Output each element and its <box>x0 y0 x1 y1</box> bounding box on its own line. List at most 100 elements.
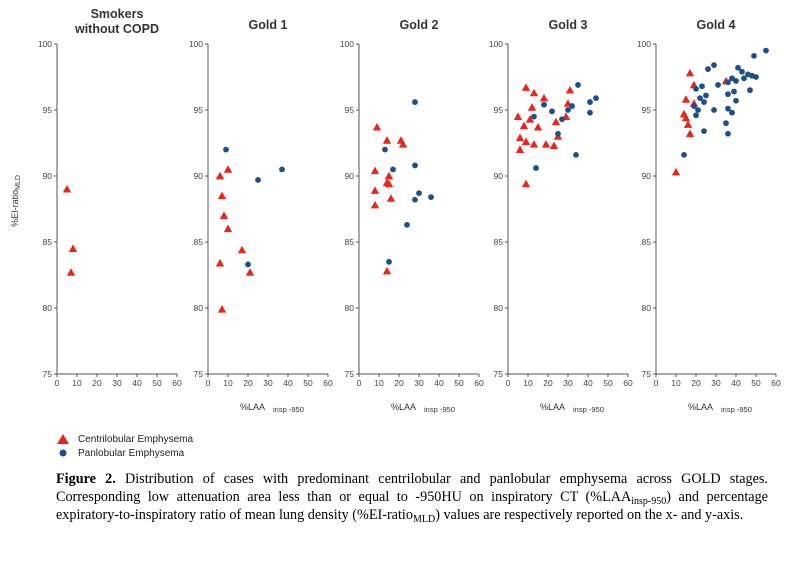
legend-label: Panlobular Emphysema <box>78 447 185 459</box>
x-axis-label-sub: insp -950 <box>573 405 604 414</box>
caption-subscript: MLD <box>412 514 436 525</box>
panlobular-point <box>416 190 422 197</box>
x-tick-label: 10 <box>374 378 384 388</box>
centrilobular-point <box>386 194 396 202</box>
x-tick-label: 10 <box>523 378 533 388</box>
centrilobular-point <box>539 93 549 102</box>
centrilobular-point <box>217 305 227 313</box>
y-axis-label-main: %EI-ratio <box>10 190 20 227</box>
panlobular-point <box>715 82 721 88</box>
panlobular-point <box>701 128 707 135</box>
panlobular-point <box>711 107 717 113</box>
centrilobular-point <box>215 171 225 180</box>
panlobular-point <box>739 68 745 75</box>
y-tick-label: 95 <box>494 105 504 115</box>
y-tick-label: 100 <box>489 39 503 49</box>
panlobular-point <box>699 83 705 90</box>
centrilobular-point <box>370 200 380 209</box>
x-tick-label: 0 <box>506 378 511 388</box>
centrilobular-point <box>681 113 691 122</box>
centrilobular-point <box>382 136 392 144</box>
centrilobular-point <box>525 115 535 123</box>
centrilobular-point <box>541 140 551 148</box>
panlobular-point <box>386 258 392 265</box>
panel-title-line: Gold 4 <box>697 18 736 32</box>
y-tick-label: 80 <box>642 303 652 313</box>
centrilobular-point <box>515 133 525 142</box>
x-tick-label: 40 <box>583 378 593 388</box>
x-tick-label: 40 <box>283 378 293 388</box>
legend-item-panlobular: Panlobular Emphysema <box>56 446 193 460</box>
centrilobular-point <box>521 137 531 146</box>
centrilobular-point <box>370 166 380 175</box>
centrilobular-point <box>384 179 394 188</box>
panlobular-point <box>559 116 565 123</box>
panlobular-point <box>731 88 737 95</box>
centrilobular-point <box>223 224 233 233</box>
panlobular-point <box>575 82 581 88</box>
legend-label: Centrilobular Emphysema <box>78 433 194 445</box>
x-tick-label: 50 <box>303 378 313 388</box>
x-tick-label: 10 <box>223 378 233 388</box>
x-tick-label: 50 <box>751 378 761 388</box>
panel-title-line: without COPD <box>74 22 159 36</box>
panlobular-point <box>695 107 701 113</box>
panlobular-point <box>565 107 571 113</box>
centrilobular-point <box>685 68 695 77</box>
y-tick-label: 95 <box>642 105 652 115</box>
centrilobular-point <box>521 179 531 188</box>
centrilobular-point <box>372 122 382 131</box>
x-tick-label: 0 <box>357 378 362 388</box>
x-axis-label-sub: insp -950 <box>424 405 455 414</box>
centrilobular-point <box>370 186 380 194</box>
caption-text: ) values are respectively reported on th… <box>435 507 744 523</box>
panlobular-point <box>382 146 388 153</box>
panlobular-point <box>531 113 537 120</box>
y-tick-label: 95 <box>43 105 53 115</box>
centrilobular-point <box>219 211 229 219</box>
centrilobular-point <box>683 120 693 128</box>
centrilobular-point <box>223 165 233 173</box>
x-axis-label: %LAA insp -950 <box>540 402 604 414</box>
panlobular-point <box>701 99 707 105</box>
panlobular-point <box>569 103 575 109</box>
panlobular-point <box>681 151 687 158</box>
panlobular-point <box>729 109 735 116</box>
x-axis-label-sub: insp -950 <box>721 405 752 414</box>
x-tick-label: 0 <box>55 378 60 388</box>
x-tick-label: 30 <box>112 378 122 388</box>
y-tick-label: 90 <box>194 171 204 181</box>
x-tick-label: 20 <box>243 378 253 388</box>
y-tick-label: 75 <box>43 369 53 379</box>
panel-title-line: Gold 1 <box>249 18 288 32</box>
panlobular-point <box>697 95 703 102</box>
panlobular-point <box>711 62 717 69</box>
panlobular-point <box>587 99 593 105</box>
x-tick-label: 30 <box>263 378 273 388</box>
centrilobular-point <box>529 88 539 97</box>
panel-title-line: Gold 3 <box>549 18 588 32</box>
centrilobular-point <box>529 140 539 148</box>
y-axis-label: %EI-ratioMLD <box>10 175 22 227</box>
panlobular-point <box>735 64 741 71</box>
y-tick-label: 85 <box>494 237 504 247</box>
x-tick-label: 40 <box>434 378 444 388</box>
x-tick-label: 60 <box>172 378 182 388</box>
panlobular-point <box>533 165 539 171</box>
centrilobular-point <box>527 103 537 111</box>
centrilobular-point <box>521 83 531 91</box>
panlobular-point <box>390 166 396 173</box>
centrilobular-point <box>549 141 559 149</box>
y-tick-label: 85 <box>642 237 652 247</box>
centrilobular-point <box>62 185 72 193</box>
x-tick-label: 60 <box>474 378 484 388</box>
centrilobular-point <box>382 266 392 275</box>
centrilobular-point <box>565 86 575 94</box>
x-tick-label: 30 <box>563 378 573 388</box>
panlobular-point <box>733 97 739 104</box>
panlobular-point <box>691 103 697 109</box>
panlobular-point <box>412 162 418 169</box>
x-axis-label: %LAA insp -950 <box>240 402 304 414</box>
x-axis-label: %LAA insp -950 <box>391 402 455 414</box>
panel-4: Gold 4 75 80 85 90 95 100 0 10 20 30 40 50 60 %LAA insp… <box>637 18 781 414</box>
